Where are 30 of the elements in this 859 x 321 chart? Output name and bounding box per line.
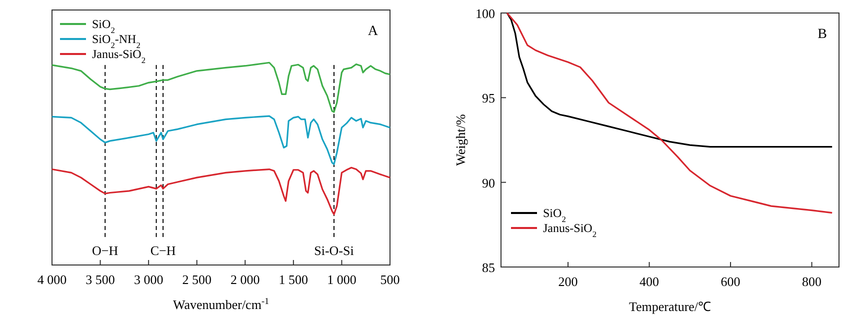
x-tick-label: 1 000 xyxy=(327,272,356,287)
y-axis-title: Weight/% xyxy=(453,114,468,166)
x-axis-title: Wavenumber/cm$^{-1}$ xyxy=(172,296,270,312)
text: B xyxy=(818,27,827,42)
legend-label: SiO$_{2}$ xyxy=(92,17,115,34)
x-tick-label: 200 xyxy=(558,274,578,289)
x-axis-title: Temperature/℃ xyxy=(628,299,712,314)
y-tick-label: 85 xyxy=(482,260,495,275)
x-tick-label: 3 500 xyxy=(86,272,115,287)
line-series xyxy=(506,12,833,148)
chart-title: A xyxy=(368,24,379,39)
legend-label: SiO$_{2}$-NH$_{2}$ xyxy=(92,32,140,50)
x-tick-label: 500 xyxy=(380,272,400,287)
legend-label: Janus-SiO$_{2}$ xyxy=(543,221,597,238)
ref-line-label: Si-O-Si xyxy=(314,243,354,258)
y-tick-label: 100 xyxy=(476,6,495,21)
x-tick-label: 3 000 xyxy=(134,272,164,287)
x-tick-label: 4 000 xyxy=(37,272,67,287)
x-tick-label: 2 000 xyxy=(230,272,260,287)
x-tick-label: 1 500 xyxy=(278,272,308,287)
y-tick-label: 95 xyxy=(482,90,495,106)
legend-label: Janus-SiO$_{2}$ xyxy=(92,47,146,64)
legend-label: SiO$_{2}$ xyxy=(543,206,566,224)
ref-line-label: C−H xyxy=(150,243,176,258)
ref-line-label: O−H xyxy=(92,243,118,258)
x-tick-label: 400 xyxy=(640,274,660,289)
x-tick-label: 800 xyxy=(802,274,822,289)
x-tick-label: 600 xyxy=(720,274,740,289)
x-tick-label: 2 500 xyxy=(182,272,212,287)
y-tick-label: 90 xyxy=(482,175,495,190)
